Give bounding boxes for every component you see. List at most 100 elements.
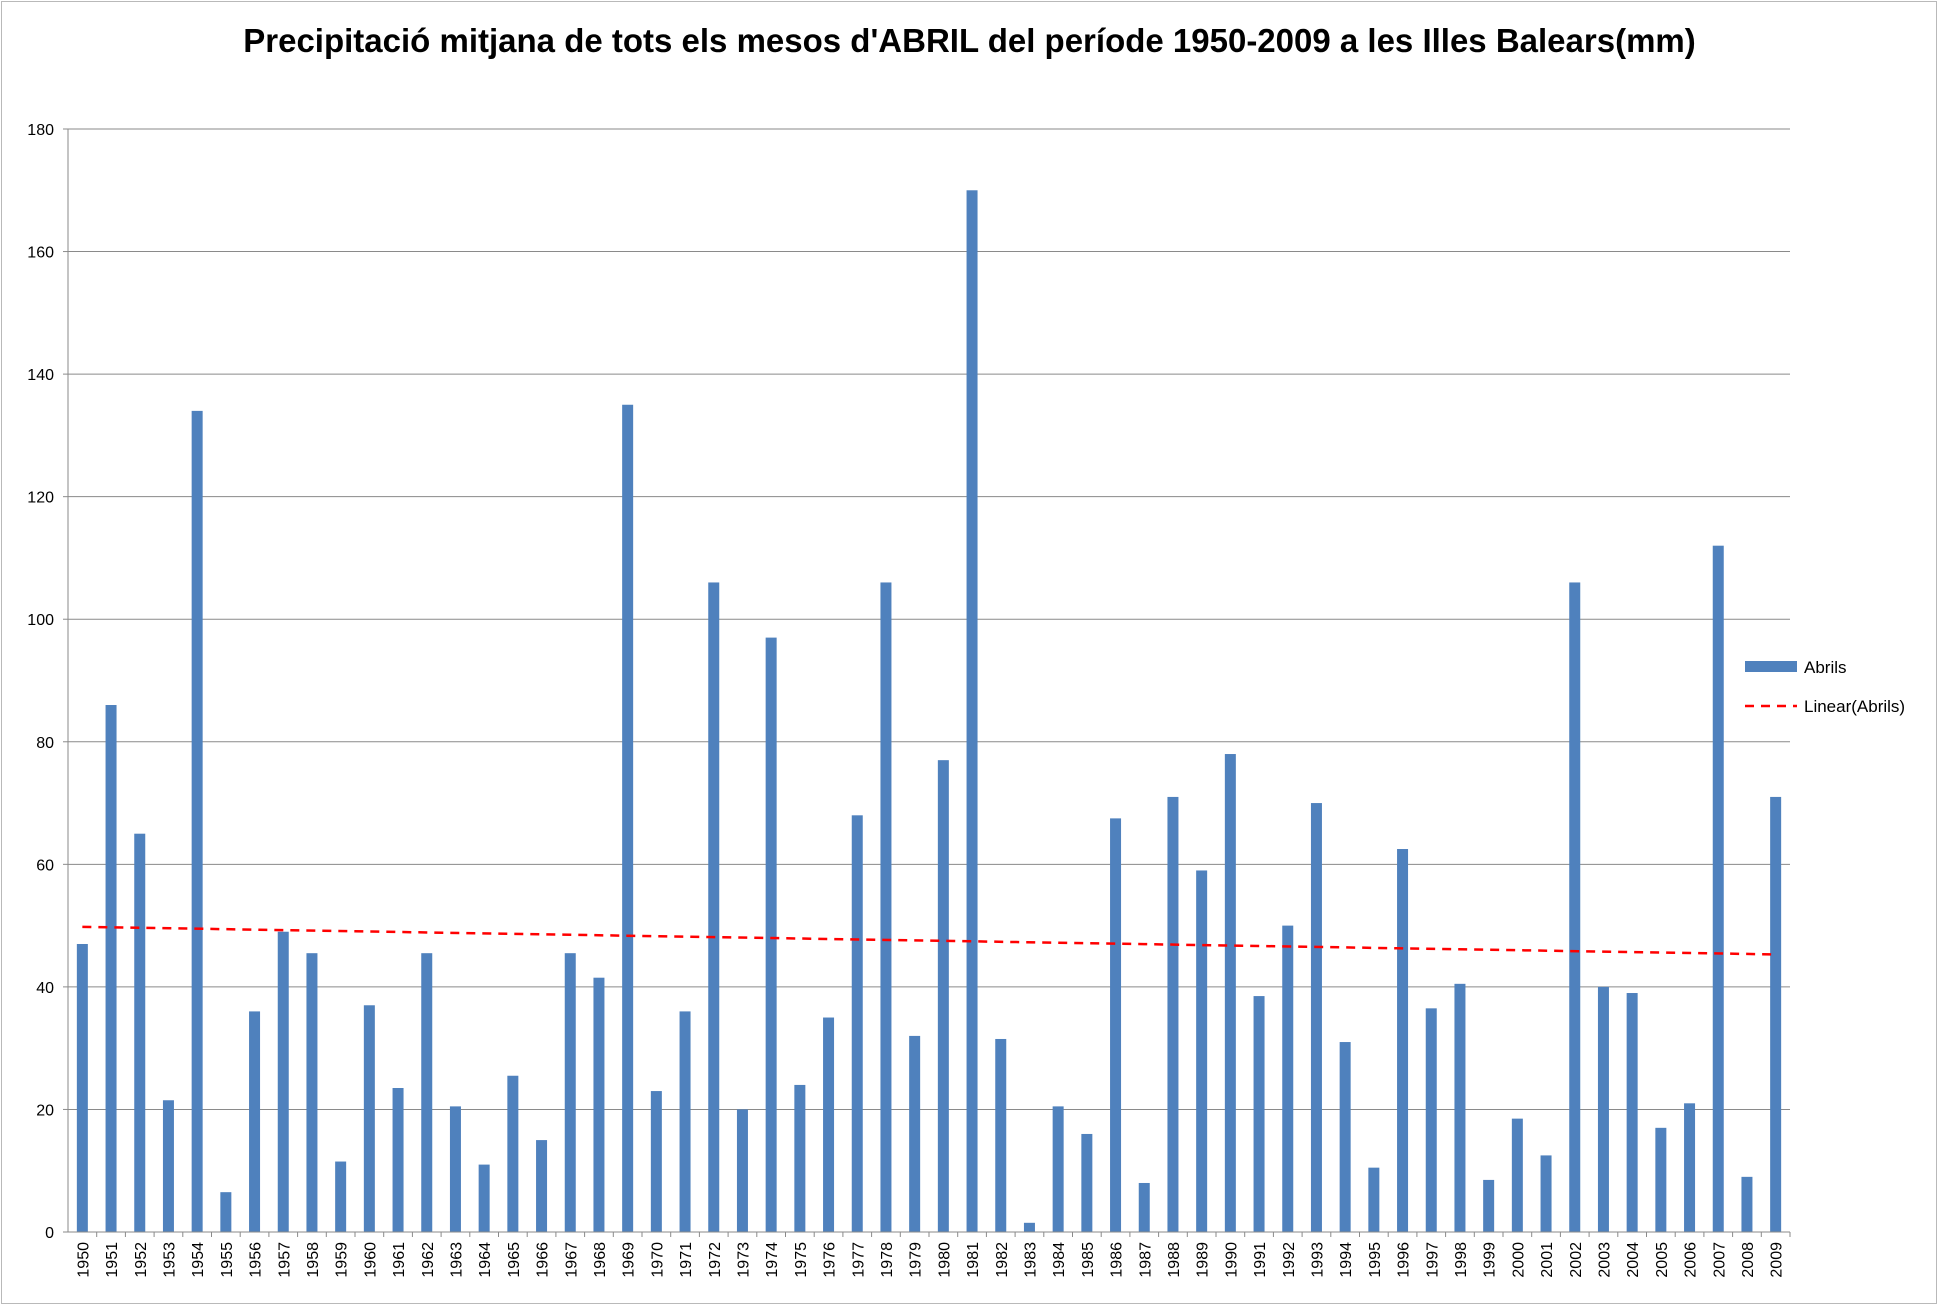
x-tick-label-1999: 1999 <box>1482 1242 1499 1278</box>
bar-1959 <box>335 1161 347 1232</box>
x-tick-label-1968: 1968 <box>592 1242 609 1278</box>
y-tick-label: 100 <box>27 612 54 629</box>
bar-1990 <box>1224 754 1236 1232</box>
x-tick-label-1996: 1996 <box>1396 1242 1413 1278</box>
x-tick-label-1953: 1953 <box>161 1242 178 1278</box>
x-tick-label-1997: 1997 <box>1424 1242 1441 1278</box>
x-tick-label-2006: 2006 <box>1683 1242 1700 1278</box>
bar-2008 <box>1741 1176 1753 1232</box>
bar-1999 <box>1483 1179 1495 1232</box>
bar-1982 <box>995 1038 1007 1232</box>
x-tick-label-2007: 2007 <box>1711 1242 1728 1278</box>
x-tick-label-1970: 1970 <box>649 1242 666 1278</box>
bar-1972 <box>708 582 720 1232</box>
bar-1964 <box>478 1164 490 1232</box>
x-tick-label-1985: 1985 <box>1080 1242 1097 1278</box>
bar-1979 <box>909 1035 921 1232</box>
bar-2003 <box>1597 986 1609 1232</box>
bar-1998 <box>1454 983 1466 1232</box>
x-tick-label-1977: 1977 <box>850 1242 867 1278</box>
x-tick-label-2003: 2003 <box>1596 1242 1613 1278</box>
chart-title: Precipitació mitjana de tots els mesos d… <box>243 22 1696 59</box>
x-tick-label-1986: 1986 <box>1109 1242 1126 1278</box>
bar-1976 <box>823 1017 835 1232</box>
x-tick-label-1983: 1983 <box>1022 1242 1039 1278</box>
bar-1984 <box>1052 1106 1064 1232</box>
x-tick-label-1965: 1965 <box>506 1242 523 1278</box>
x-tick-label-1993: 1993 <box>1309 1242 1326 1278</box>
x-tick-label-1978: 1978 <box>879 1242 896 1278</box>
x-tick-label-1954: 1954 <box>190 1242 207 1278</box>
x-tick-label-1956: 1956 <box>248 1242 265 1278</box>
x-tick-label-1994: 1994 <box>1338 1242 1355 1278</box>
bar-1975 <box>794 1084 806 1232</box>
x-tick-label-1969: 1969 <box>621 1242 638 1278</box>
x-tick-label-1972: 1972 <box>707 1242 724 1278</box>
bar-1991 <box>1253 996 1265 1232</box>
bar-1963 <box>449 1106 461 1232</box>
x-tick-label-1998: 1998 <box>1453 1242 1470 1278</box>
bar-1954 <box>191 410 203 1232</box>
bar-1950 <box>76 943 88 1232</box>
legend-swatch-abrils <box>1745 661 1797 672</box>
bar-2004 <box>1626 993 1638 1232</box>
x-tick-label-1974: 1974 <box>764 1242 781 1278</box>
x-tick-label-1962: 1962 <box>420 1242 437 1278</box>
bar-1986 <box>1110 818 1122 1232</box>
bar-2009 <box>1770 796 1782 1232</box>
x-tick-label-1991: 1991 <box>1252 1242 1269 1278</box>
bar-1953 <box>162 1100 174 1232</box>
bar-1985 <box>1081 1133 1093 1232</box>
y-tick-label: 20 <box>36 1102 54 1119</box>
x-tick-label-1961: 1961 <box>391 1242 408 1278</box>
y-tick-label: 60 <box>36 857 54 874</box>
x-tick-label-1992: 1992 <box>1281 1242 1298 1278</box>
bar-1993 <box>1310 803 1322 1232</box>
trendline <box>82 925 1776 956</box>
bar-1988 <box>1167 796 1179 1232</box>
bar-1969 <box>622 404 634 1232</box>
x-tick-label-2001: 2001 <box>1539 1242 1556 1278</box>
legend-label-linear: Linear(Abrils) <box>1804 697 1905 716</box>
bar-1974 <box>765 637 777 1232</box>
y-tick-label: 0 <box>45 1225 54 1242</box>
x-tick-label-2004: 2004 <box>1625 1242 1642 1278</box>
bar-1961 <box>392 1087 404 1232</box>
x-tick-label-1958: 1958 <box>305 1242 322 1278</box>
x-tick-label-1982: 1982 <box>994 1242 1011 1278</box>
x-tick-label-1973: 1973 <box>735 1242 752 1278</box>
bar-1981 <box>966 190 978 1232</box>
bar-1973 <box>736 1109 748 1232</box>
x-tick-label-1966: 1966 <box>535 1242 552 1278</box>
x-tick-label-1975: 1975 <box>793 1242 810 1278</box>
x-tick-label-1951: 1951 <box>104 1242 121 1278</box>
x-tick-label-1979: 1979 <box>908 1242 925 1278</box>
bar-1966 <box>536 1140 548 1232</box>
bar-1978 <box>880 582 892 1232</box>
x-tick-label-1988: 1988 <box>1166 1242 1183 1278</box>
x-tick-label-1989: 1989 <box>1195 1242 1212 1278</box>
bar-1983 <box>1023 1222 1035 1232</box>
x-tick-label-1976: 1976 <box>822 1242 839 1278</box>
x-tick-label-1963: 1963 <box>448 1242 465 1278</box>
bar-1997 <box>1425 1008 1437 1232</box>
bar-1967 <box>564 953 576 1232</box>
bar-2000 <box>1511 1118 1523 1232</box>
x-tick-label-1960: 1960 <box>362 1242 379 1278</box>
bar-2005 <box>1655 1127 1667 1232</box>
x-tick-label-1967: 1967 <box>563 1242 580 1278</box>
x-tick-label-2008: 2008 <box>1740 1242 1757 1278</box>
legend-label-abrils: Abrils <box>1804 658 1847 677</box>
bar-1958 <box>306 953 318 1232</box>
bar-2007 <box>1712 545 1724 1232</box>
y-tick-label: 140 <box>27 367 54 384</box>
bar-1962 <box>421 953 433 1232</box>
y-tick-label: 160 <box>27 245 54 262</box>
x-tick-label-1971: 1971 <box>678 1242 695 1278</box>
x-tick-label-2005: 2005 <box>1654 1242 1671 1278</box>
x-tick-label-1990: 1990 <box>1223 1242 1240 1278</box>
bar-1960 <box>363 1005 375 1232</box>
bar-1970 <box>650 1091 662 1232</box>
bar-1989 <box>1196 870 1208 1232</box>
